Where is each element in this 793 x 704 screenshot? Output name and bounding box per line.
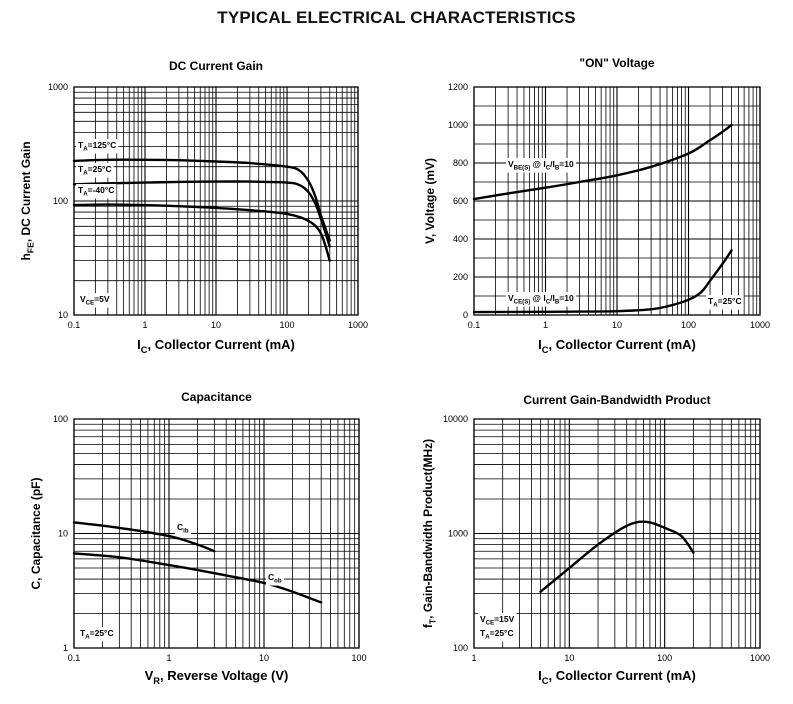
- y-tick-label: 100: [53, 414, 68, 424]
- condition-annotation: TA​=25°C: [80, 628, 114, 641]
- y-tick-label: 100: [53, 196, 68, 206]
- series-label-bg: [266, 571, 284, 586]
- chart-title: DC Current Gain: [169, 59, 263, 73]
- grid: [473, 418, 761, 649]
- gain-bandwidth-chart: Current Gain-Bandwidth Product 1 10 100 1000…: [421, 393, 770, 686]
- y-axis-label: hFE​, DC Current Gain: [19, 141, 36, 260]
- chart-title: Capacitance: [181, 390, 252, 404]
- series-line-ta-40-c: [72, 203, 331, 262]
- x-axis-label: VR​, Reverse Voltage (V): [145, 668, 289, 686]
- x-tick-label: 1000: [348, 320, 368, 330]
- chart-title: Current Gain-Bandwidth Product: [523, 393, 710, 407]
- x-tick-label: 1: [142, 320, 147, 330]
- chart-title: "ON" Voltage: [579, 56, 654, 70]
- plot-frame: [73, 86, 359, 316]
- x-axis-label: IC​, Collector Current (mA): [538, 668, 696, 686]
- series-label: VCE(S)​ @ IC​/IB​=10: [508, 293, 574, 306]
- on-voltage-chart: "ON" Voltage 0.1 1 10 100 1000 0 200 400 600 800 10…: [423, 56, 770, 355]
- plot-frame: [473, 86, 761, 316]
- y-axis-label: fT​, Gain-Bandwidth Product(MHz): [421, 439, 438, 628]
- y-tick-label: 10: [58, 529, 68, 539]
- series-line-ta-125-c: [72, 158, 331, 242]
- series-line-cib: [72, 521, 216, 553]
- series-line-vbe-s-ic-ib-10: [472, 123, 733, 201]
- condition-annotation-bg: [78, 293, 112, 308]
- series-label: Cob​: [268, 572, 282, 585]
- y-tick-label: 600: [453, 196, 468, 206]
- x-tick-label: 10: [259, 653, 269, 663]
- y-axis-label: C, Capacitance (pF): [29, 477, 43, 589]
- series-label: TA​=125°C: [78, 140, 116, 153]
- y-tick-label: 1000: [448, 529, 468, 539]
- condition-annotation: VCE​=15V: [480, 614, 515, 627]
- page-title: TYPICAL ELECTRICAL CHARACTERISTICS: [217, 8, 576, 27]
- series-label: TA​=25°C: [78, 164, 112, 177]
- x-axis-label: IC​, Collector Current (mA): [137, 337, 295, 355]
- series-label: Cib​: [177, 522, 189, 535]
- y-tick-label: 10000: [443, 414, 468, 424]
- grid: [73, 418, 360, 649]
- x-tick-label: 100: [681, 320, 696, 330]
- x-tick-label: 10: [612, 320, 622, 330]
- condition-annotation-bg: [478, 613, 517, 628]
- x-tick-label: 10: [211, 320, 221, 330]
- series-line-ta-25-c: [72, 180, 331, 248]
- x-tick-label: 10: [564, 653, 574, 663]
- condition-annotation-bg: [78, 627, 116, 642]
- y-tick-label: 0: [463, 310, 468, 320]
- condition-annotation: VCE​=5V: [80, 294, 110, 307]
- y-tick-label: 400: [453, 234, 468, 244]
- series-label-bg: [76, 139, 119, 154]
- y-tick-label: 1000: [48, 82, 68, 92]
- y-tick-label: 1000: [448, 120, 468, 130]
- y-axis-label: V, Voltage (mV): [423, 158, 437, 244]
- plot-frame: [73, 418, 360, 649]
- series-label: TA​=-40°C: [78, 185, 114, 198]
- y-tick-label: 10: [58, 310, 68, 320]
- grid: [473, 86, 761, 316]
- x-tick-label: 0.1: [68, 320, 81, 330]
- series-label-bg: [506, 158, 576, 173]
- x-tick-label: 0.1: [68, 653, 81, 663]
- x-tick-label: 1000: [750, 653, 770, 663]
- series-label-bg: [76, 184, 117, 199]
- x-tick-label: 100: [657, 653, 672, 663]
- series-label: VBE(S)​ @ IC​/IB​=10: [508, 159, 574, 172]
- y-tick-label: 100: [453, 643, 468, 653]
- series-label-bg: [76, 163, 114, 178]
- x-axis-label: IC​, Collector Current (mA): [538, 337, 696, 355]
- grid: [73, 86, 359, 316]
- x-tick-label: 100: [351, 653, 366, 663]
- y-tick-label: 1200: [448, 82, 468, 92]
- x-tick-label: 1000: [750, 320, 770, 330]
- series-label-bg: [175, 521, 191, 536]
- series-line-vce-s-ic-ib-10: [472, 249, 733, 314]
- x-tick-label: 1: [166, 653, 171, 663]
- x-tick-label: 100: [279, 320, 294, 330]
- condition-annotation: TA​=25°C: [708, 296, 742, 309]
- x-tick-label: 0.1: [468, 320, 481, 330]
- x-tick-label: 1: [543, 320, 548, 330]
- series-label-bg: [506, 292, 576, 307]
- y-tick-label: 200: [453, 272, 468, 282]
- x-tick-label: 1: [471, 653, 476, 663]
- series-line-cob: [72, 552, 323, 604]
- y-tick-label: 1: [63, 643, 68, 653]
- condition-annotation: TA​=25°C: [480, 628, 514, 641]
- series-line-ft: [539, 520, 695, 593]
- plot-frame: [473, 418, 761, 649]
- dc-current-gain-chart: DC Current Gain 0.1 1 10 100 1000 10 100 1000 IC​…: [19, 59, 368, 355]
- condition-annotation-bg: [478, 627, 516, 642]
- condition-annotation-bg: [706, 295, 744, 310]
- y-tick-label: 800: [453, 158, 468, 168]
